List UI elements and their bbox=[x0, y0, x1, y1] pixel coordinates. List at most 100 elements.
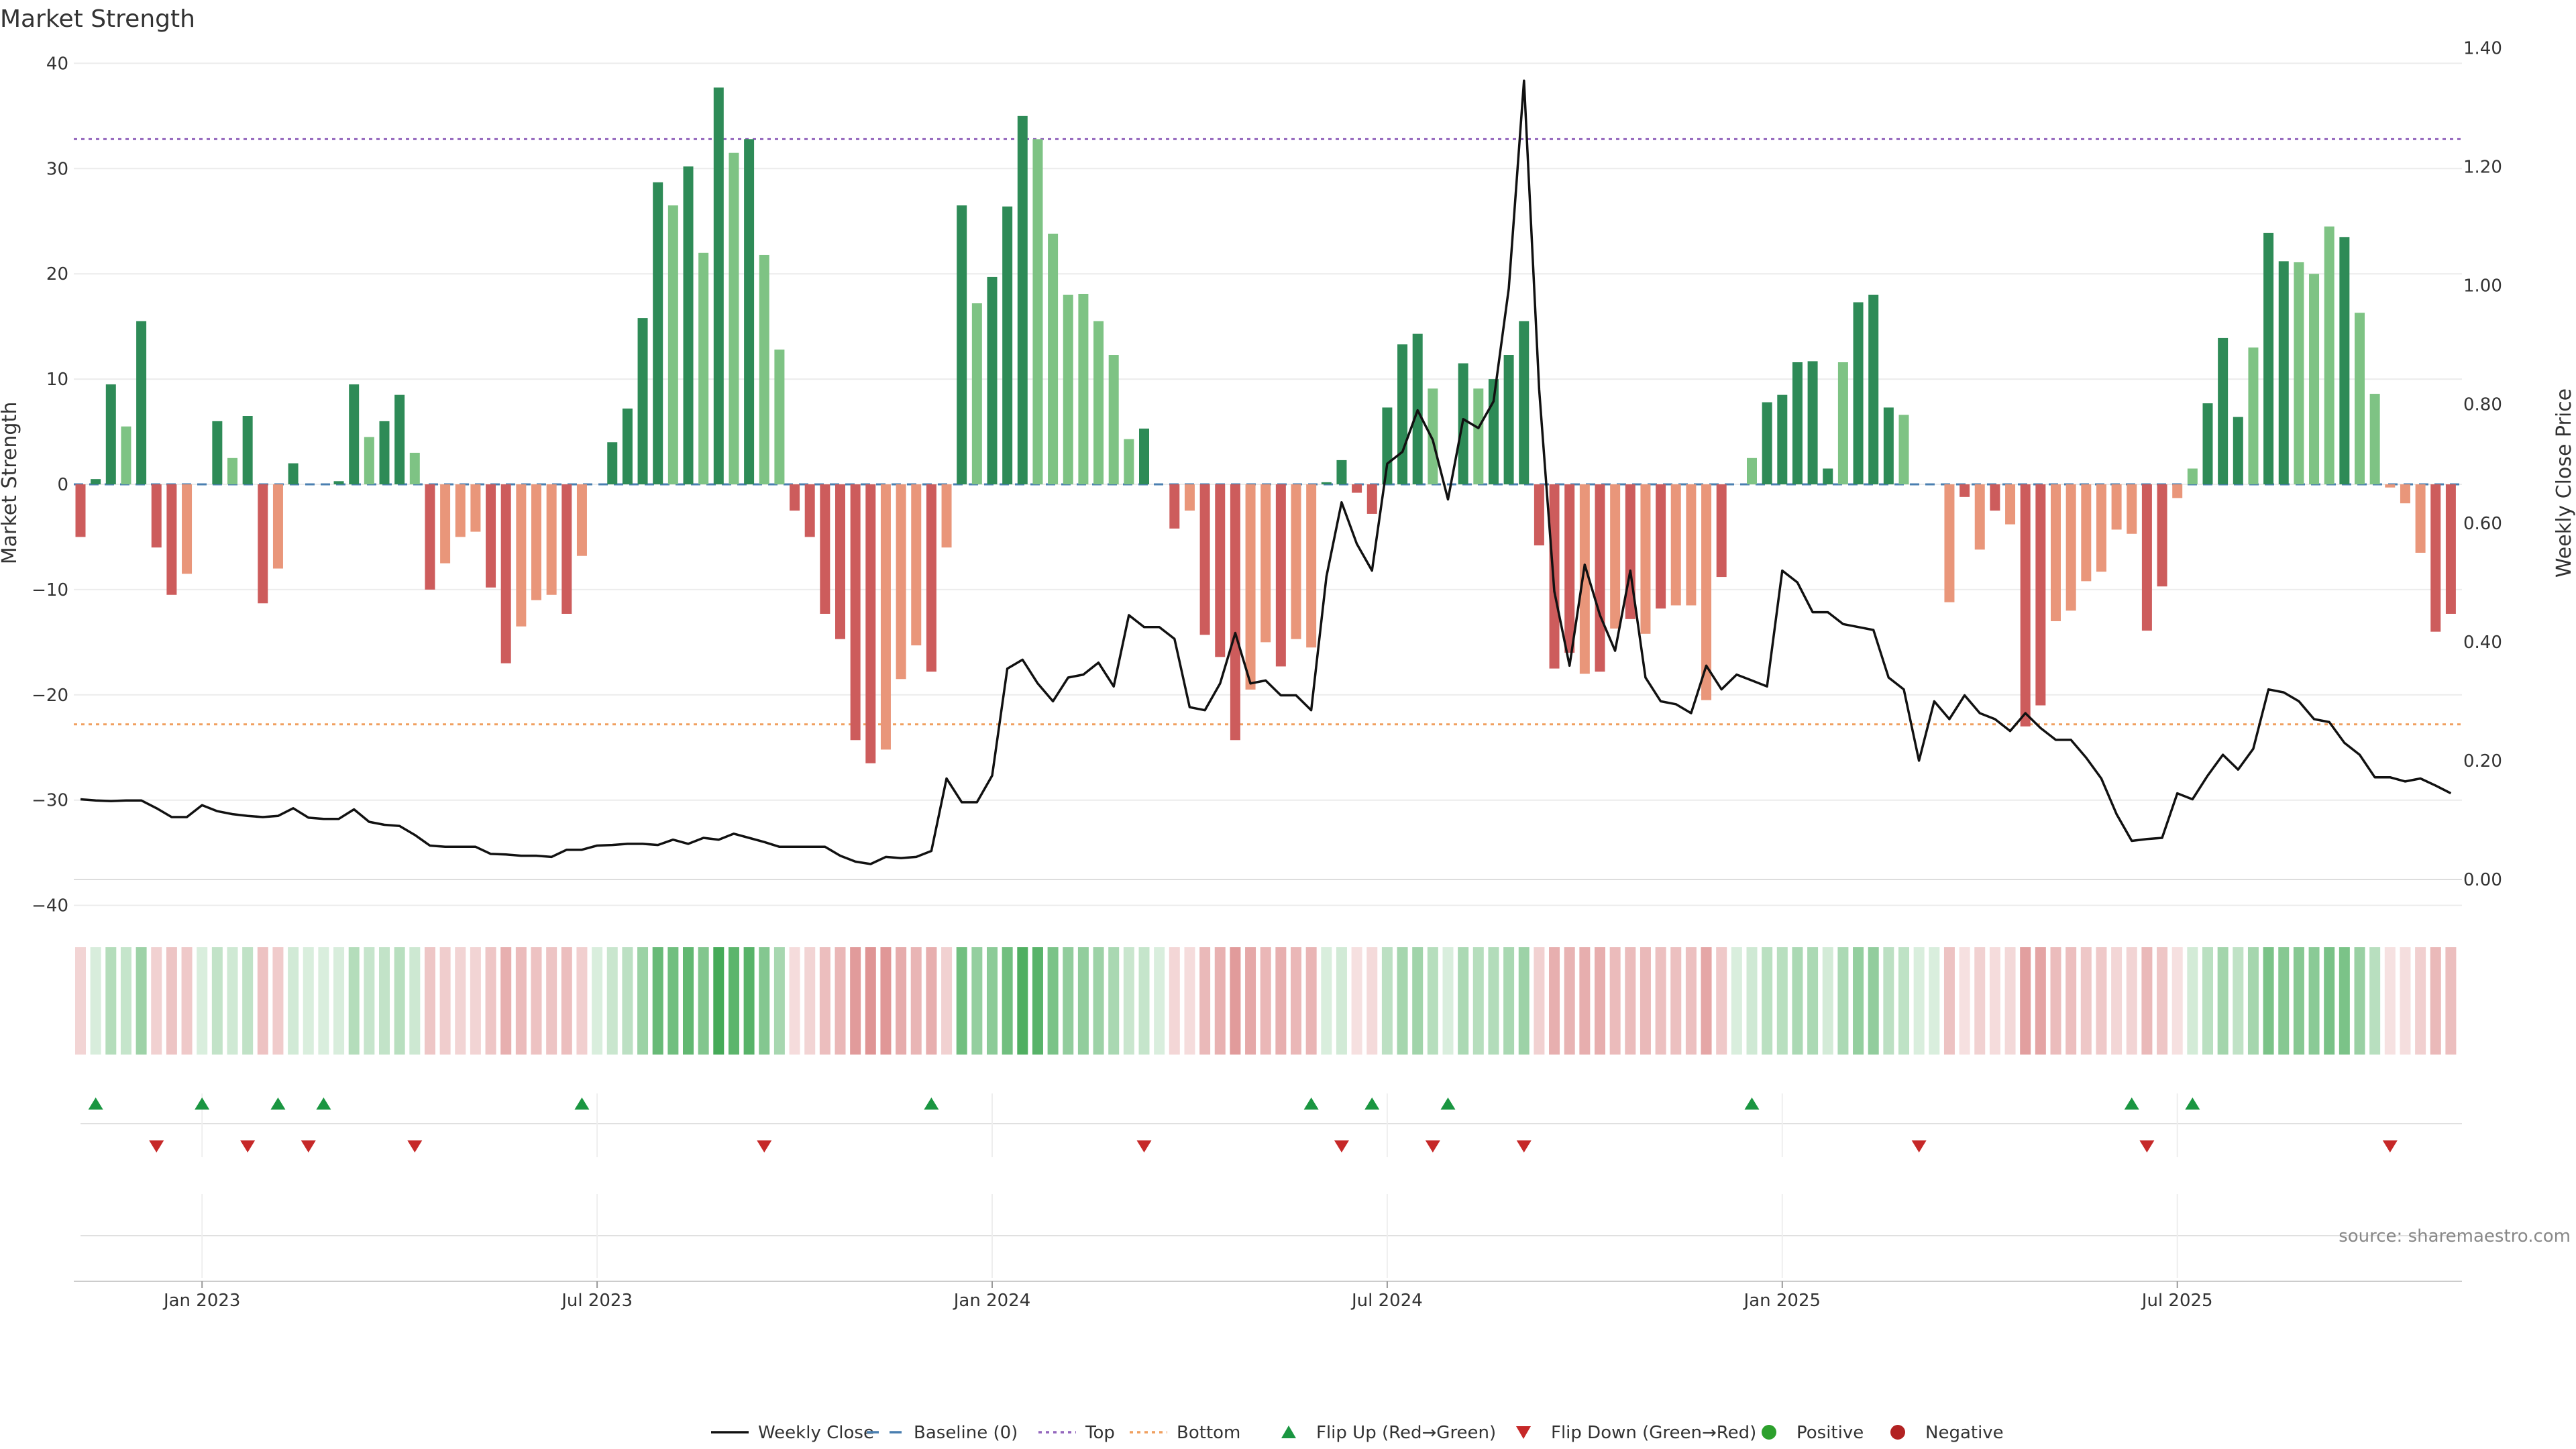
strength-bar bbox=[1078, 294, 1089, 484]
left-tick-label: 0 bbox=[57, 475, 68, 495]
strength-bar bbox=[2369, 394, 2380, 484]
strength-bar bbox=[2141, 484, 2152, 631]
heat-cell bbox=[1245, 947, 1256, 1055]
strength-bar bbox=[957, 205, 967, 484]
strength-bar bbox=[1823, 468, 1833, 484]
heat-cell bbox=[971, 947, 983, 1055]
heat-cell bbox=[2187, 947, 2198, 1055]
left-tick-label: −20 bbox=[32, 686, 68, 706]
legend-item-negative: Negative bbox=[1890, 1423, 2004, 1443]
strength-bar bbox=[91, 479, 101, 484]
heat-cell bbox=[120, 947, 131, 1055]
heat-cell bbox=[1336, 947, 1347, 1055]
flip-up-marker bbox=[1364, 1097, 1380, 1110]
strength-bar bbox=[2051, 484, 2061, 621]
strength-bar bbox=[850, 484, 861, 741]
heat-cell bbox=[1230, 947, 1241, 1055]
heat-cell bbox=[2445, 947, 2457, 1055]
strength-bar bbox=[1701, 484, 1712, 700]
heat-cell bbox=[1123, 947, 1134, 1055]
heat-cell bbox=[1701, 947, 1712, 1055]
heat-cell bbox=[606, 947, 618, 1055]
date-tick-label: Jan 2023 bbox=[162, 1291, 241, 1311]
strength-bar bbox=[1275, 484, 1286, 667]
heat-cell bbox=[318, 947, 329, 1055]
legend-label: Flip Up (Red→Green) bbox=[1316, 1423, 1496, 1443]
legend-item-flip_down: Flip Down (Green→Red) bbox=[1516, 1423, 1756, 1443]
heat-cell bbox=[743, 947, 755, 1055]
heat-cell bbox=[759, 947, 770, 1055]
legend-swatch bbox=[1281, 1426, 1296, 1438]
heat-cell bbox=[1943, 947, 1955, 1055]
flip-up-marker bbox=[270, 1097, 286, 1110]
heat-cell bbox=[1625, 947, 1636, 1055]
strength-bar bbox=[1990, 484, 2000, 511]
heat-cell bbox=[166, 947, 177, 1055]
strength-bar bbox=[1291, 484, 1301, 639]
strength-bar bbox=[683, 166, 694, 485]
strength-bar bbox=[1883, 407, 1894, 484]
heat-cell bbox=[1169, 947, 1180, 1055]
strength-bar bbox=[1230, 484, 1240, 741]
heat-cell bbox=[1974, 947, 1986, 1055]
heat-cell bbox=[1032, 947, 1043, 1055]
heat-cell bbox=[1913, 947, 1925, 1055]
heat-cell bbox=[364, 947, 375, 1055]
heat-cell bbox=[789, 947, 800, 1055]
legend: Weekly Close Baseline (0) Top Bottom Flip Up… bbox=[711, 1423, 2004, 1443]
strength-bar bbox=[425, 484, 435, 590]
strength-bar bbox=[1792, 362, 1803, 484]
right-axis: 1.40 1.20 1.00 0.80 0.60 0.40 0.20 0.00 bbox=[2463, 39, 2502, 891]
strength-bar bbox=[1108, 355, 1119, 484]
strength-bar bbox=[2081, 484, 2092, 582]
heat-cell bbox=[197, 947, 208, 1055]
heat-cell bbox=[1534, 947, 1545, 1055]
heat-cell bbox=[2354, 947, 2365, 1055]
heat-cell bbox=[2430, 947, 2441, 1055]
heat-cell bbox=[880, 947, 892, 1055]
date-axis: Jan 2023 Jul 2023 Jan 2024 Jul 2024 Jan 2025… bbox=[74, 1281, 2462, 1311]
right-axis-title: Weekly Close Price bbox=[2553, 388, 2576, 578]
heat-cell bbox=[439, 947, 451, 1055]
heat-cell bbox=[2308, 947, 2320, 1055]
heat-cell bbox=[1959, 947, 1970, 1055]
strength-bar bbox=[182, 484, 193, 574]
strength-bar bbox=[2111, 484, 2122, 530]
strength-bar bbox=[1898, 415, 1909, 484]
strength-bar bbox=[561, 484, 572, 614]
flip-up-marker bbox=[316, 1097, 331, 1110]
heat-cell bbox=[227, 947, 238, 1055]
heat-cell bbox=[1488, 947, 1499, 1055]
heat-cell bbox=[1640, 947, 1651, 1055]
strength-bar bbox=[1321, 482, 1332, 484]
strength-bar bbox=[1306, 484, 1317, 648]
flip-up-marker bbox=[2124, 1097, 2139, 1110]
heat-cell bbox=[1291, 947, 1301, 1055]
strength-bar bbox=[576, 484, 587, 556]
heat-cell bbox=[1564, 947, 1575, 1055]
strength-bar bbox=[1260, 484, 1271, 643]
strength-bar bbox=[1610, 484, 1621, 629]
heat-cell bbox=[1381, 947, 1393, 1055]
heat-cell bbox=[500, 947, 512, 1055]
strength-bar bbox=[1382, 407, 1393, 484]
heat-cell bbox=[1275, 947, 1287, 1055]
heat-cell bbox=[2157, 947, 2168, 1055]
heat-cell bbox=[2126, 947, 2137, 1055]
strength-bar bbox=[364, 437, 374, 484]
heat-cell bbox=[288, 947, 299, 1055]
strength-bar bbox=[2355, 313, 2365, 484]
heat-cell bbox=[1868, 947, 1879, 1055]
left-tick-label: −10 bbox=[32, 580, 68, 600]
heat-cell bbox=[1655, 947, 1666, 1055]
strength-bar bbox=[272, 484, 283, 569]
strength-bar bbox=[759, 254, 769, 484]
flip-down-marker bbox=[301, 1140, 316, 1152]
strength-bar bbox=[1473, 388, 1484, 484]
heat-cell bbox=[2020, 947, 2031, 1055]
right-tick-label: 0.80 bbox=[2463, 395, 2502, 415]
strength-bar bbox=[2127, 484, 2137, 534]
strength-bar bbox=[1139, 428, 1149, 484]
strength-bar bbox=[2324, 226, 2334, 484]
